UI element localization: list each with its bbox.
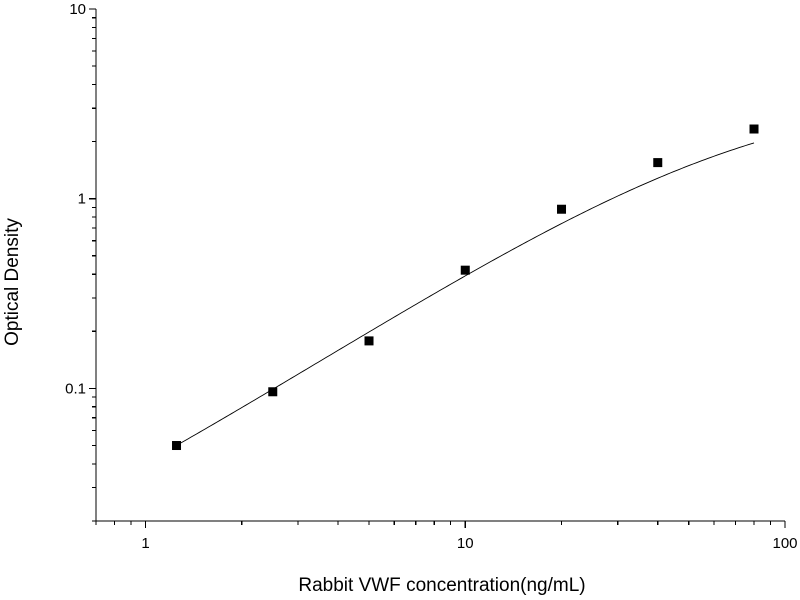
data-point xyxy=(653,158,663,168)
y-axis-title: Optical Density xyxy=(2,218,23,346)
fit-curve xyxy=(176,142,755,446)
x-tick-label: 10 xyxy=(457,535,474,552)
x-tick-label: 1 xyxy=(141,535,149,552)
data-point xyxy=(268,387,278,397)
axes xyxy=(89,8,786,528)
data-point xyxy=(557,204,567,214)
y-tick-label: 1 xyxy=(78,191,86,208)
tick-labels: 1 10 100 0.1 1 10 xyxy=(65,1,797,552)
data-point xyxy=(364,336,374,346)
data-point xyxy=(749,124,759,134)
x-tick-label: 100 xyxy=(772,535,797,552)
data-point xyxy=(460,265,470,275)
x-axis-title: Rabbit VWF concentration(ng/mL) xyxy=(298,575,585,596)
fit-curve-group xyxy=(176,142,755,446)
data-point xyxy=(172,441,182,451)
y-tick-label: 10 xyxy=(69,1,86,18)
data-points xyxy=(172,124,759,451)
y-tick-label: 0.1 xyxy=(65,380,86,397)
